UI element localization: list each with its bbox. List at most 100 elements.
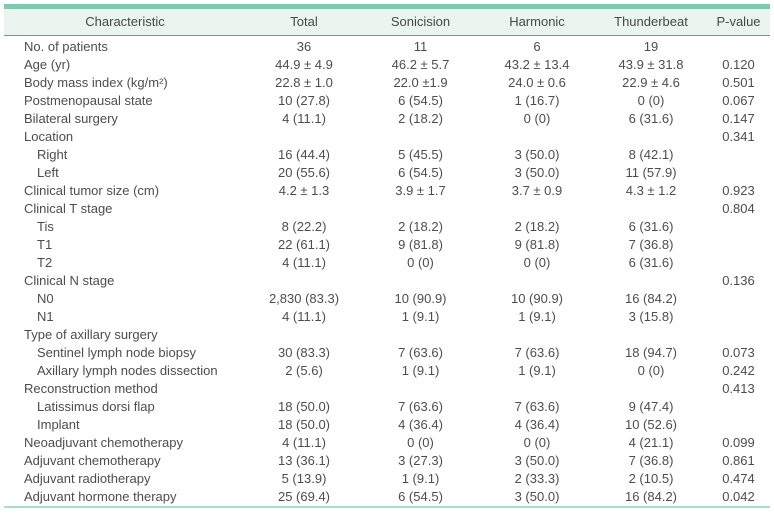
cell-sonicision: 4 (36.4): [398, 416, 443, 432]
cell-p-value: [707, 254, 770, 272]
cell-thunderbeat: 6 (31.6): [628, 110, 674, 126]
patient-characteristics-table: Characteristic Total Sonicision Harmonic…: [4, 9, 770, 506]
table-row: Implant 18 (50.0) 4 (36.4) 4 (36.4) 10 (52.6…: [4, 416, 770, 434]
cell-sonicision: [362, 326, 479, 344]
table-row: Tis 8 (22.2) 2 (18.2) 2 (18.2) 6 (31.6): [4, 218, 770, 236]
cell-p-value: 0.474: [722, 470, 755, 486]
cell-sonicision: 2 (18.2): [398, 218, 443, 234]
cell-harmonic: 3 (50.0): [514, 164, 560, 180]
cell-sonicision: 3 (27.3): [398, 452, 443, 468]
cell-thunderbeat: 7 (36.8): [628, 452, 674, 468]
cell-thunderbeat: 6 (31.6): [628, 218, 674, 234]
cell-sonicision: 0 (0): [407, 434, 434, 450]
cell-thunderbeat: 9 (47.4): [628, 398, 674, 414]
cell-thunderbeat: [595, 326, 707, 344]
table-row: N1 4 (11.1) 1 (9.1) 1 (9.1) 3 (15.8): [4, 308, 770, 326]
cell-thunderbeat: [595, 200, 707, 218]
table-row: T2 4 (11.1) 0 (0) 0 (0) 6 (31.6): [4, 254, 770, 272]
cell-harmonic: 3.7 ± 0.9: [511, 182, 563, 198]
cell-p-value: 0.923: [722, 182, 755, 198]
cell-harmonic: [479, 200, 595, 218]
cell-total: 25 (69.4): [277, 488, 331, 504]
table-row: No. of patients 36 11 6 19: [4, 35, 770, 56]
cell-harmonic: 3 (50.0): [514, 452, 560, 468]
cell-harmonic: 9 (81.8): [514, 236, 560, 252]
cell-harmonic: 6: [533, 38, 541, 54]
cell-p-value: 0.067: [722, 92, 755, 108]
cell-total: 13 (36.1): [277, 452, 331, 468]
cell-sonicision: [362, 272, 479, 290]
cell-p-value: 0.073: [722, 344, 755, 360]
cell-thunderbeat: 18 (94.7): [624, 344, 678, 360]
cell-thunderbeat: 4.3 ± 1.2: [625, 182, 677, 198]
header-row: Characteristic Total Sonicision Harmonic…: [4, 9, 770, 36]
cell-p-value: 0.804: [722, 200, 755, 216]
cell-harmonic: [479, 128, 595, 146]
cell-sonicision: 46.2 ± 5.7: [391, 56, 450, 72]
row-label: N1: [37, 308, 54, 324]
row-label: Clinical T stage: [24, 200, 113, 216]
cell-total: 16 (44.4): [277, 146, 331, 162]
row-label: No. of patients: [24, 38, 108, 54]
table-row: Reconstruction method 0.413: [4, 380, 770, 398]
cell-thunderbeat: [595, 128, 707, 146]
cell-sonicision: 6 (54.5): [398, 92, 443, 108]
cell-harmonic: [479, 272, 595, 290]
cell-p-value: [707, 236, 770, 254]
column-header-harmonic: Harmonic: [479, 9, 595, 36]
cell-thunderbeat: 11 (57.9): [625, 164, 677, 180]
cell-harmonic: 2 (33.3): [514, 470, 560, 486]
cell-harmonic: 43.2 ± 13.4: [504, 56, 570, 72]
cell-total: 10 (27.8): [277, 92, 331, 108]
table-row: Axillary lymph nodes dissection 2 (5.6) 1 …: [4, 362, 770, 380]
row-label: Bilateral surgery: [24, 110, 118, 126]
cell-thunderbeat: 10 (52.6): [624, 416, 678, 432]
column-header-sonicision: Sonicision: [362, 9, 479, 36]
cell-p-value: 0.147: [722, 110, 755, 126]
cell-harmonic: 7 (63.6): [514, 398, 560, 414]
row-label: Reconstruction method: [24, 380, 158, 396]
table-row: Type of axillary surgery: [4, 326, 770, 344]
table-row: Bilateral surgery 4 (11.1) 2 (18.2) 0 (0) 6 …: [4, 110, 770, 128]
row-label: Body mass index (kg/m²): [24, 74, 168, 90]
cell-total: 5 (13.9): [281, 470, 327, 486]
row-label: Location: [24, 128, 74, 144]
cell-thunderbeat: 0 (0): [637, 362, 665, 378]
cell-total: 4 (11.1): [282, 254, 326, 270]
cell-total: 18 (50.0): [277, 416, 331, 432]
cell-harmonic: 1 (9.1): [518, 362, 556, 378]
cell-total: 44.9 ± 4.9: [275, 56, 333, 72]
cell-thunderbeat: 8 (42.1): [628, 146, 674, 162]
cell-thunderbeat: 3 (15.8): [628, 308, 674, 324]
table-row: Location 0.341: [4, 128, 770, 146]
cell-sonicision: 22.0 ±1.9: [393, 74, 448, 90]
cell-thunderbeat: 43.9 ± 31.8: [618, 56, 684, 72]
cell-harmonic: 24.0 ± 0.6: [508, 74, 566, 90]
cell-sonicision: 7 (63.6): [398, 344, 443, 360]
cell-total: 36: [296, 38, 312, 54]
cell-sonicision: 0 (0): [407, 254, 434, 270]
cell-harmonic: 3 (50.0): [514, 146, 560, 162]
cell-harmonic: 2 (18.2): [514, 218, 560, 234]
cell-p-value: [707, 164, 770, 182]
cell-total: 4 (11.1): [282, 434, 326, 450]
cell-thunderbeat: 4 (21.1): [628, 434, 674, 450]
cell-total: 2 (5.6): [285, 362, 323, 378]
cell-sonicision: 1 (9.1): [401, 362, 440, 378]
cell-harmonic: 1 (9.1): [518, 308, 556, 324]
row-label: Right: [37, 146, 68, 162]
cell-sonicision: 11: [413, 38, 428, 54]
cell-harmonic: [479, 326, 595, 344]
cell-total: 20 (55.6): [277, 164, 331, 180]
table-rules: Characteristic Total Sonicision Harmonic…: [4, 4, 770, 508]
column-header-characteristic: Characteristic: [4, 9, 246, 36]
cell-total: [246, 380, 362, 398]
cell-p-value: [707, 326, 770, 344]
cell-sonicision: 3.9 ± 1.7: [395, 182, 446, 198]
table-row: Adjuvant chemotherapy 13 (36.1) 3 (27.3) 3 …: [4, 452, 770, 470]
row-label: Postmenopausal state: [24, 92, 153, 108]
cell-thunderbeat: 19: [643, 38, 659, 54]
table-row: N0 2,830 (83.3) 10 (90.9) 10 (90.9) 16 (84.2…: [4, 290, 770, 308]
cell-p-value: [707, 416, 770, 434]
